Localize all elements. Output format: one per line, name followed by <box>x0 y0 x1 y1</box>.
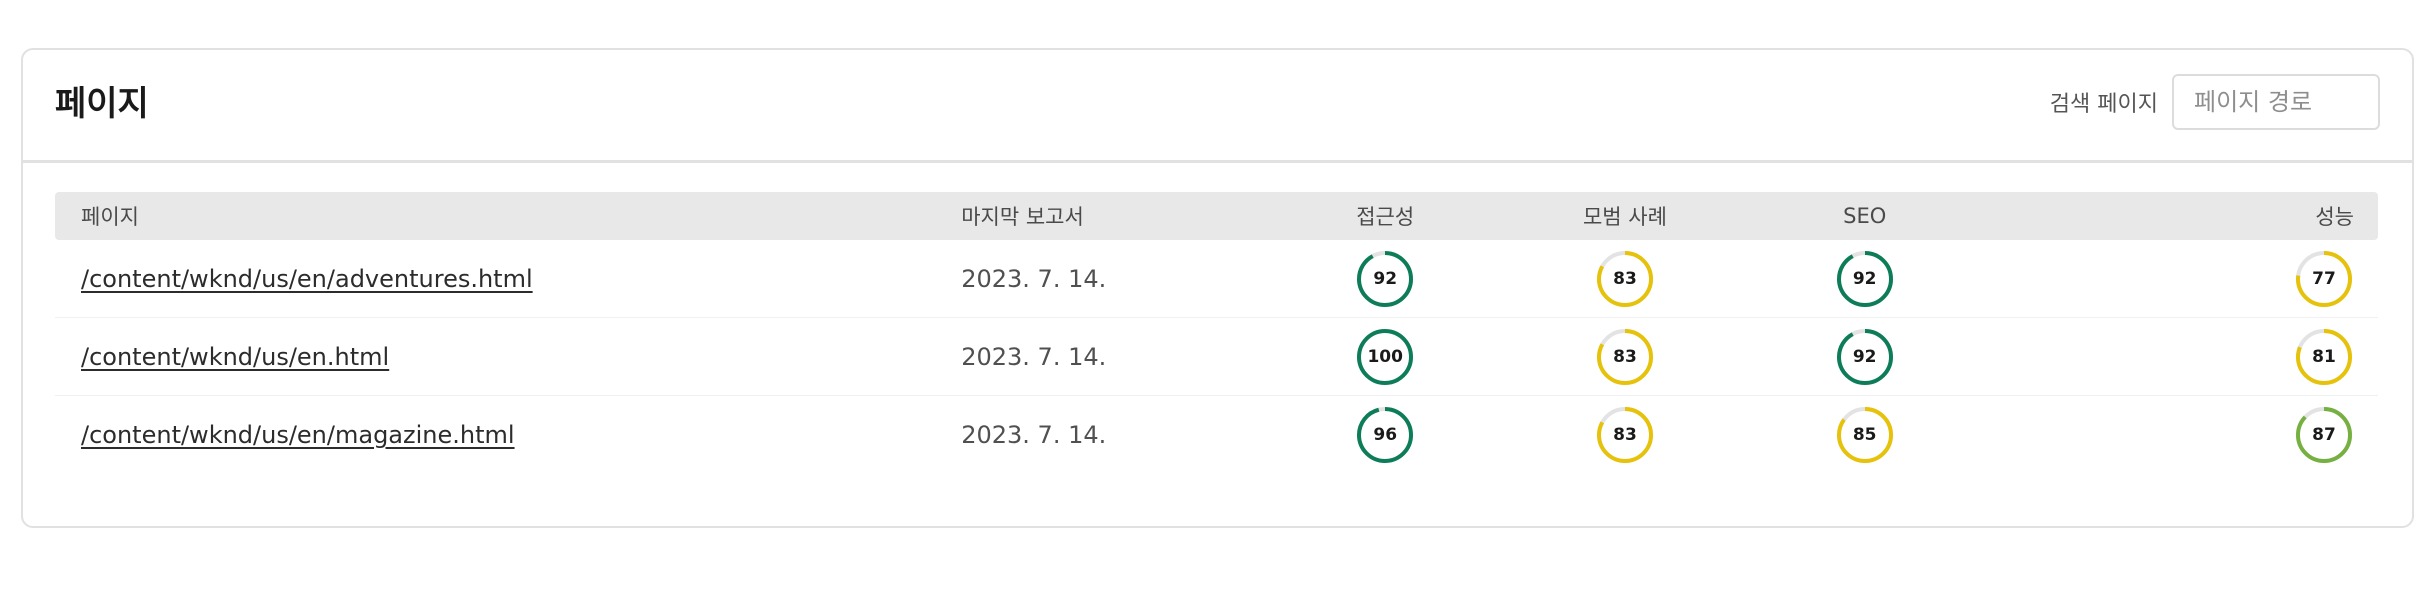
search-input[interactable] <box>2172 74 2380 130</box>
performance-score: 81 <box>2312 346 2336 367</box>
performance-score-gauge: 77 <box>2294 249 2354 309</box>
gauge-arc <box>1836 407 1893 463</box>
column-header-best-practices[interactable]: 모범 사례 <box>1582 205 1667 229</box>
gauge-arc <box>1596 407 1653 463</box>
gauge-ring-icon <box>2296 407 2352 463</box>
search-area: 검색 페이지 <box>2050 74 2380 130</box>
gauge-ring-icon <box>1357 250 1414 307</box>
seo-score-gauge: 85 <box>1835 405 1895 465</box>
best-practices-score-gauge: 83 <box>1595 327 1655 387</box>
gauge-arc <box>1357 250 1414 307</box>
pages-table: 페이지 마지막 보고서 접근성 모범 사례 SEO 성능 /content/wk… <box>55 192 2378 474</box>
accessibility-score-gauge: 100 <box>1355 327 1415 387</box>
column-header-last-report[interactable]: 마지막 보고서 <box>961 205 1084 229</box>
seo-score-gauge: 92 <box>1835 327 1895 387</box>
gauge-ring-icon <box>1357 407 1414 463</box>
column-header-accessibility[interactable]: 접근성 <box>1356 205 1415 229</box>
seo-score-gauge: 92 <box>1835 249 1895 309</box>
best-practices-score: 83 <box>1613 346 1637 367</box>
gauge-ring-icon <box>2296 328 2352 385</box>
gauge-arc <box>1357 328 1414 385</box>
last-report-date: 2023. 7. 14. <box>961 342 1107 371</box>
gauge-arc <box>1596 328 1653 385</box>
column-header-performance[interactable]: 성능 <box>2315 205 2354 229</box>
gauge-ring-icon <box>1596 328 1653 385</box>
gauge-ring-icon <box>2296 250 2352 307</box>
pages-card: 페이지 검색 페이지 페이지 마지막 보고서 접근성 모범 사례 SEO 성능 … <box>21 48 2414 528</box>
seo-score: 92 <box>1852 346 1877 367</box>
column-header-seo[interactable]: SEO <box>1843 204 1887 228</box>
gauge-arc <box>2296 250 2352 307</box>
table-row: /content/wknd/us/en/magazine.html 2023. … <box>55 396 2378 474</box>
accessibility-score-gauge: 92 <box>1355 249 1415 309</box>
accessibility-score-gauge: 96 <box>1355 405 1415 465</box>
gauge-arc <box>1596 250 1653 307</box>
accessibility-score: 96 <box>1373 425 1398 445</box>
gauge-arc <box>1836 250 1893 307</box>
page-path-link[interactable]: /content/wknd/us/en/magazine.html <box>81 421 515 449</box>
best-practices-score: 83 <box>1613 425 1637 445</box>
performance-score-gauge: 87 <box>2294 405 2354 465</box>
page-path-link[interactable]: /content/wknd/us/en/adventures.html <box>81 264 533 293</box>
gauge-arc <box>2296 328 2352 385</box>
table-row: /content/wknd/us/en/adventures.html 2023… <box>55 240 2378 318</box>
gauge-arc <box>1357 407 1414 463</box>
gauge-ring-icon <box>1836 407 1893 463</box>
accessibility-score: 92 <box>1373 268 1398 289</box>
accessibility-score: 100 <box>1367 346 1403 367</box>
gauge-arc <box>2296 407 2352 463</box>
gauge-ring-icon <box>1596 407 1653 463</box>
seo-score: 92 <box>1852 268 1877 289</box>
best-practices-score: 83 <box>1613 268 1637 289</box>
table-row: /content/wknd/us/en.html 2023. 7. 14. 10… <box>55 318 2378 396</box>
last-report-date: 2023. 7. 14. <box>961 421 1107 449</box>
page-path-link[interactable]: /content/wknd/us/en.html <box>81 342 390 371</box>
gauge-ring-icon <box>1357 328 1414 385</box>
page-title: 페이지 <box>55 83 149 124</box>
last-report-date: 2023. 7. 14. <box>961 264 1107 293</box>
search-label: 검색 페이지 <box>2049 92 2158 117</box>
table-header: 페이지 마지막 보고서 접근성 모범 사례 SEO 성능 <box>55 192 2378 240</box>
seo-score: 85 <box>1852 425 1877 445</box>
performance-score: 87 <box>2312 425 2336 445</box>
gauge-ring-icon <box>1596 250 1653 307</box>
performance-score-gauge: 81 <box>2294 327 2354 387</box>
best-practices-score-gauge: 83 <box>1595 405 1655 465</box>
column-header-page[interactable]: 페이지 <box>81 205 139 229</box>
best-practices-score-gauge: 83 <box>1595 249 1655 309</box>
gauge-arc <box>1836 328 1893 385</box>
gauge-ring-icon <box>1836 250 1893 307</box>
card-header: 페이지 검색 페이지 <box>23 50 2412 163</box>
performance-score: 77 <box>2312 268 2336 289</box>
gauge-ring-icon <box>1836 328 1893 385</box>
